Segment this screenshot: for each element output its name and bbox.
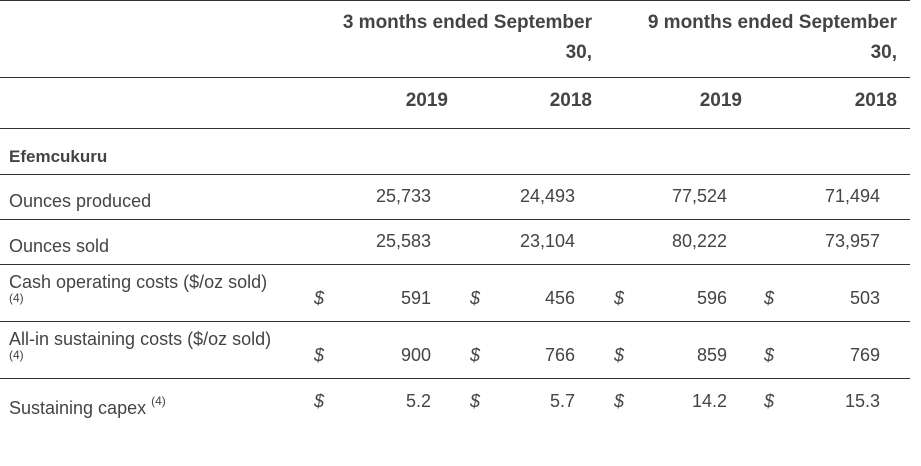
period-header-3m-line1: 3 months ended September xyxy=(342,12,592,33)
footnote-ref: (4) xyxy=(9,348,24,362)
period-header-9m-line2: 30, xyxy=(870,42,897,63)
table-cell: 766 xyxy=(544,345,575,365)
table-cell: 71,494 xyxy=(824,186,880,206)
currency-symbol: $ xyxy=(614,288,625,308)
row-label: Ounces produced xyxy=(9,191,152,211)
table-rule-top xyxy=(0,0,910,1)
table-cell: 23,104 xyxy=(519,231,575,251)
table-cell: 15.3 xyxy=(844,391,880,411)
table-cell: 5.2 xyxy=(405,391,431,411)
table-rule xyxy=(0,174,910,175)
table-cell: 25,733 xyxy=(375,186,431,206)
table-cell: 77,524 xyxy=(671,186,727,206)
year-header: 2019 xyxy=(405,90,448,111)
row-label: All-in sustaining costs ($/oz sold) xyxy=(9,329,272,349)
currency-symbol: $ xyxy=(614,345,625,365)
table-cell: 503 xyxy=(849,288,880,308)
table-cell: 25,583 xyxy=(375,231,431,251)
period-header-9-months: 9 months ended September 30, xyxy=(600,8,897,68)
row-label: Sustaining capex xyxy=(9,398,147,418)
year-header: 2019 xyxy=(699,90,742,111)
period-header-3-months: 3 months ended September 30, xyxy=(300,8,592,68)
table-cell: 73,957 xyxy=(824,231,880,251)
table-rule xyxy=(0,219,910,220)
currency-symbol: $ xyxy=(470,288,481,308)
footnote-ref: (4) xyxy=(9,291,24,305)
table-cell: 456 xyxy=(544,288,575,308)
footnote-ref: (4) xyxy=(151,394,166,408)
table-cell: 859 xyxy=(696,345,727,365)
year-header: 2018 xyxy=(854,90,897,111)
table-cell: 5.7 xyxy=(549,391,575,411)
currency-symbol: $ xyxy=(314,391,325,411)
period-header-9m-line1: 9 months ended September xyxy=(647,12,897,33)
currency-symbol: $ xyxy=(764,345,775,365)
table-cell: 591 xyxy=(400,288,431,308)
row-label: Ounces sold xyxy=(9,236,110,256)
table-cell: 80,222 xyxy=(671,231,727,251)
table-cell: 14.2 xyxy=(691,391,727,411)
currency-symbol: $ xyxy=(614,391,625,411)
row-label-all-in-sustaining-costs: All-in sustaining costs ($/oz sold) (4) xyxy=(9,329,271,361)
currency-symbol: $ xyxy=(764,288,775,308)
currency-symbol: $ xyxy=(764,391,775,411)
table-rule xyxy=(0,77,910,78)
currency-symbol: $ xyxy=(470,391,481,411)
row-label-sustaining-capex: Sustaining capex (4) xyxy=(9,394,166,419)
currency-symbol: $ xyxy=(470,345,481,365)
table-rule xyxy=(0,128,910,129)
table-cell: 900 xyxy=(400,345,431,365)
table-rule xyxy=(0,321,910,322)
row-label: Cash operating costs ($/oz sold) xyxy=(9,272,268,292)
table-cell: 24,493 xyxy=(519,186,575,206)
table-cell: 596 xyxy=(696,288,727,308)
table-cell: 769 xyxy=(849,345,880,365)
section-title: Efemcukuru xyxy=(9,147,108,166)
year-header: 2018 xyxy=(549,90,592,111)
row-label-cash-operating-costs: Cash operating costs ($/oz sold) (4) xyxy=(9,272,267,304)
currency-symbol: $ xyxy=(314,288,325,308)
period-header-3m-line2: 30, xyxy=(565,42,592,63)
table-rule xyxy=(0,378,910,379)
currency-symbol: $ xyxy=(314,345,325,365)
table-rule xyxy=(0,264,910,265)
